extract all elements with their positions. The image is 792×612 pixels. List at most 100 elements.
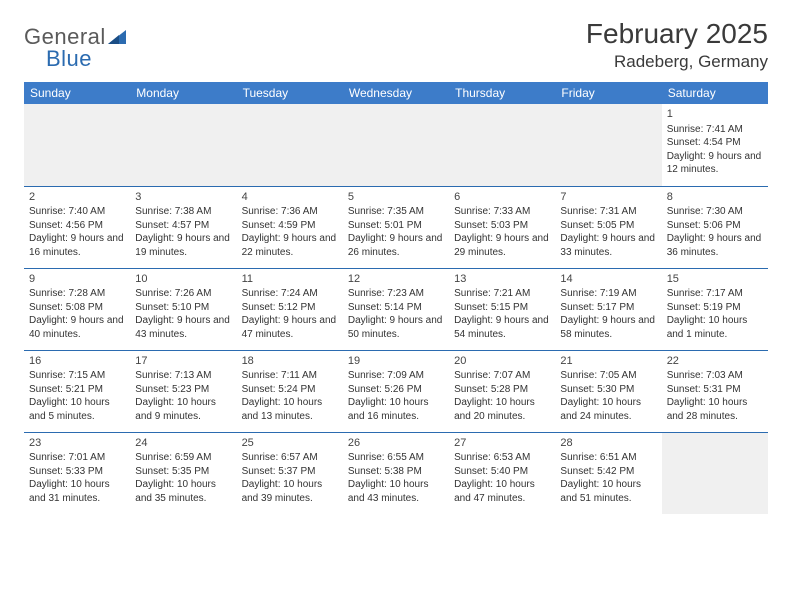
sunrise-text: Sunrise: 6:59 AM <box>135 451 231 465</box>
sunset-text: Sunset: 5:23 PM <box>135 383 231 397</box>
calendar-cell: 2Sunrise: 7:40 AMSunset: 4:56 PMDaylight… <box>24 186 130 268</box>
calendar-cell: 14Sunrise: 7:19 AMSunset: 5:17 PMDayligh… <box>555 268 661 350</box>
day-number: 18 <box>242 354 338 369</box>
logo: General Blue <box>24 18 126 72</box>
sunrise-text: Sunrise: 7:30 AM <box>667 205 763 219</box>
weekday-header: Monday <box>130 82 236 104</box>
sunrise-text: Sunrise: 7:05 AM <box>560 369 656 383</box>
logo-triangle-icon <box>108 24 126 50</box>
sunset-text: Sunset: 5:05 PM <box>560 219 656 233</box>
calendar-cell-empty <box>449 104 555 186</box>
daylight-text: Daylight: 9 hours and 43 minutes. <box>135 314 231 341</box>
sunrise-text: Sunrise: 7:36 AM <box>242 205 338 219</box>
sunrise-text: Sunrise: 7:40 AM <box>29 205 125 219</box>
day-number: 2 <box>29 190 125 205</box>
daylight-text: Daylight: 9 hours and 33 minutes. <box>560 232 656 259</box>
sunset-text: Sunset: 4:57 PM <box>135 219 231 233</box>
sunset-text: Sunset: 5:30 PM <box>560 383 656 397</box>
day-number: 24 <box>135 436 231 451</box>
day-number: 16 <box>29 354 125 369</box>
calendar-cell: 17Sunrise: 7:13 AMSunset: 5:23 PMDayligh… <box>130 350 236 432</box>
calendar-cell: 26Sunrise: 6:55 AMSunset: 5:38 PMDayligh… <box>343 432 449 514</box>
daylight-text: Daylight: 9 hours and 26 minutes. <box>348 232 444 259</box>
calendar-cell: 1Sunrise: 7:41 AMSunset: 4:54 PMDaylight… <box>662 104 768 186</box>
day-number: 3 <box>135 190 231 205</box>
calendar-cell: 16Sunrise: 7:15 AMSunset: 5:21 PMDayligh… <box>24 350 130 432</box>
calendar-cell: 20Sunrise: 7:07 AMSunset: 5:28 PMDayligh… <box>449 350 555 432</box>
sunset-text: Sunset: 5:28 PM <box>454 383 550 397</box>
location: Radeberg, Germany <box>586 52 768 72</box>
day-number: 13 <box>454 272 550 287</box>
sunrise-text: Sunrise: 7:21 AM <box>454 287 550 301</box>
sunrise-text: Sunrise: 7:01 AM <box>29 451 125 465</box>
sunrise-text: Sunrise: 6:55 AM <box>348 451 444 465</box>
day-number: 1 <box>667 107 763 122</box>
daylight-text: Daylight: 10 hours and 24 minutes. <box>560 396 656 423</box>
weekday-header: Tuesday <box>237 82 343 104</box>
calendar-row: 16Sunrise: 7:15 AMSunset: 5:21 PMDayligh… <box>24 350 768 432</box>
calendar-cell: 8Sunrise: 7:30 AMSunset: 5:06 PMDaylight… <box>662 186 768 268</box>
day-number: 7 <box>560 190 656 205</box>
daylight-text: Daylight: 10 hours and 13 minutes. <box>242 396 338 423</box>
calendar-cell: 24Sunrise: 6:59 AMSunset: 5:35 PMDayligh… <box>130 432 236 514</box>
calendar-cell: 27Sunrise: 6:53 AMSunset: 5:40 PMDayligh… <box>449 432 555 514</box>
calendar-cell: 23Sunrise: 7:01 AMSunset: 5:33 PMDayligh… <box>24 432 130 514</box>
calendar-cell-empty <box>662 432 768 514</box>
sunrise-text: Sunrise: 7:07 AM <box>454 369 550 383</box>
daylight-text: Daylight: 10 hours and 35 minutes. <box>135 478 231 505</box>
calendar-cell: 12Sunrise: 7:23 AMSunset: 5:14 PMDayligh… <box>343 268 449 350</box>
sunset-text: Sunset: 5:06 PM <box>667 219 763 233</box>
daylight-text: Daylight: 10 hours and 51 minutes. <box>560 478 656 505</box>
day-number: 10 <box>135 272 231 287</box>
daylight-text: Daylight: 10 hours and 47 minutes. <box>454 478 550 505</box>
daylight-text: Daylight: 9 hours and 50 minutes. <box>348 314 444 341</box>
sunset-text: Sunset: 5:17 PM <box>560 301 656 315</box>
sunrise-text: Sunrise: 7:24 AM <box>242 287 338 301</box>
weekday-header: Thursday <box>449 82 555 104</box>
day-number: 17 <box>135 354 231 369</box>
daylight-text: Daylight: 9 hours and 16 minutes. <box>29 232 125 259</box>
daylight-text: Daylight: 10 hours and 16 minutes. <box>348 396 444 423</box>
calendar-cell: 21Sunrise: 7:05 AMSunset: 5:30 PMDayligh… <box>555 350 661 432</box>
calendar-row: 2Sunrise: 7:40 AMSunset: 4:56 PMDaylight… <box>24 186 768 268</box>
sunset-text: Sunset: 5:21 PM <box>29 383 125 397</box>
daylight-text: Daylight: 9 hours and 47 minutes. <box>242 314 338 341</box>
sunrise-text: Sunrise: 7:38 AM <box>135 205 231 219</box>
day-number: 28 <box>560 436 656 451</box>
daylight-text: Daylight: 10 hours and 43 minutes. <box>348 478 444 505</box>
sunset-text: Sunset: 5:14 PM <box>348 301 444 315</box>
daylight-text: Daylight: 9 hours and 19 minutes. <box>135 232 231 259</box>
sunrise-text: Sunrise: 7:35 AM <box>348 205 444 219</box>
calendar-cell: 25Sunrise: 6:57 AMSunset: 5:37 PMDayligh… <box>237 432 343 514</box>
day-number: 8 <box>667 190 763 205</box>
sunset-text: Sunset: 5:37 PM <box>242 465 338 479</box>
sunset-text: Sunset: 5:26 PM <box>348 383 444 397</box>
sunset-text: Sunset: 5:24 PM <box>242 383 338 397</box>
calendar-row: 23Sunrise: 7:01 AMSunset: 5:33 PMDayligh… <box>24 432 768 514</box>
calendar-cell: 18Sunrise: 7:11 AMSunset: 5:24 PMDayligh… <box>237 350 343 432</box>
sunrise-text: Sunrise: 7:23 AM <box>348 287 444 301</box>
day-number: 4 <box>242 190 338 205</box>
calendar-cell-empty <box>237 104 343 186</box>
calendar-cell: 6Sunrise: 7:33 AMSunset: 5:03 PMDaylight… <box>449 186 555 268</box>
sunset-text: Sunset: 5:15 PM <box>454 301 550 315</box>
sunrise-text: Sunrise: 6:57 AM <box>242 451 338 465</box>
calendar-cell-empty <box>343 104 449 186</box>
sunrise-text: Sunrise: 7:31 AM <box>560 205 656 219</box>
daylight-text: Daylight: 9 hours and 36 minutes. <box>667 232 763 259</box>
title-block: February 2025 Radeberg, Germany <box>586 18 768 72</box>
page-title: February 2025 <box>586 18 768 50</box>
calendar-cell-empty <box>24 104 130 186</box>
daylight-text: Daylight: 10 hours and 20 minutes. <box>454 396 550 423</box>
sunset-text: Sunset: 5:35 PM <box>135 465 231 479</box>
day-number: 23 <box>29 436 125 451</box>
daylight-text: Daylight: 9 hours and 58 minutes. <box>560 314 656 341</box>
daylight-text: Daylight: 9 hours and 54 minutes. <box>454 314 550 341</box>
sunset-text: Sunset: 5:03 PM <box>454 219 550 233</box>
calendar-cell: 9Sunrise: 7:28 AMSunset: 5:08 PMDaylight… <box>24 268 130 350</box>
day-number: 25 <box>242 436 338 451</box>
sunset-text: Sunset: 4:54 PM <box>667 136 763 150</box>
day-number: 11 <box>242 272 338 287</box>
daylight-text: Daylight: 10 hours and 5 minutes. <box>29 396 125 423</box>
day-number: 12 <box>348 272 444 287</box>
